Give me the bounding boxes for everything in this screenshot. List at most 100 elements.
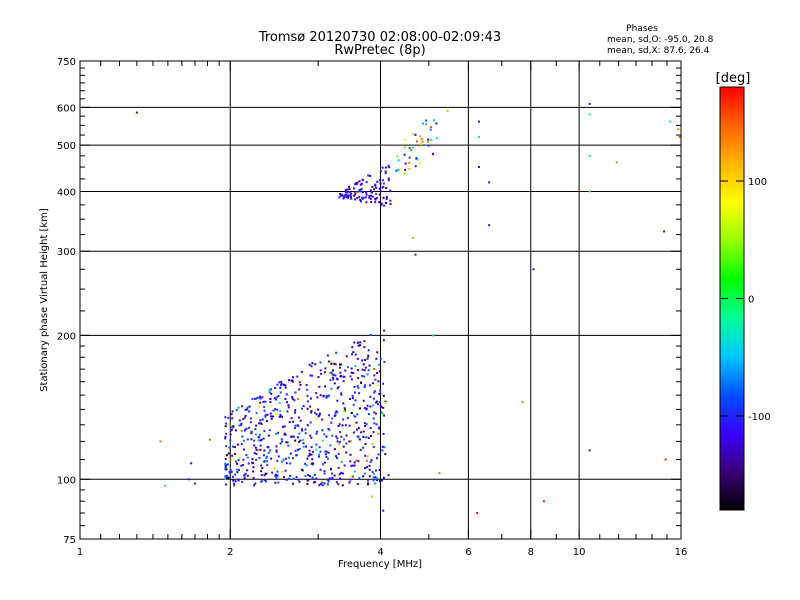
cluster-0-point-339 (362, 435, 365, 438)
cluster-0-point-447 (235, 409, 238, 411)
cluster-0-point-317 (318, 484, 321, 487)
cluster-0-point-377 (374, 378, 377, 381)
cluster-1-point-87 (348, 188, 351, 190)
cluster-0-point-213 (230, 470, 233, 473)
cluster-0-point-612 (335, 481, 338, 484)
cluster-0-point-314 (291, 379, 294, 382)
cluster-1-point-66 (358, 195, 361, 198)
cluster-0-point-671 (364, 467, 367, 470)
cluster-0-point-474 (327, 360, 330, 363)
cluster-2-point-33 (420, 138, 423, 140)
cluster-0-point-551 (266, 445, 269, 448)
cluster-0-point-321 (304, 428, 307, 431)
cluster-1-point-41 (345, 195, 348, 198)
cluster-1-point-108 (384, 166, 387, 169)
data-point-9 (382, 509, 385, 512)
cluster-0-point-428 (234, 429, 237, 432)
cluster-0-point-252 (377, 380, 380, 383)
cluster-0-point-224 (323, 433, 326, 436)
cluster-0-point-337 (310, 436, 313, 439)
y-tick-label-600: 600 (57, 103, 76, 114)
cluster-0-point-564 (228, 446, 231, 449)
cluster-0-point-540 (290, 417, 293, 420)
cluster-0-point-414 (272, 415, 275, 418)
cluster-0-point-134 (338, 442, 341, 445)
cluster-0-point-264 (382, 406, 385, 409)
cluster-1-point-93 (356, 181, 359, 184)
cluster-0-point-330 (343, 438, 345, 441)
cluster-0-point-170 (263, 479, 266, 481)
cluster-0-point-509 (249, 417, 252, 420)
cluster-0-point-614 (312, 462, 315, 465)
cluster-1-point-70 (339, 193, 342, 195)
cluster-0-point-585 (339, 375, 342, 378)
data-point-3 (187, 478, 190, 481)
cluster-0-point-390 (330, 421, 333, 424)
cluster-0-point-19 (274, 474, 277, 477)
cluster-0-point-232 (323, 472, 326, 475)
cluster-0-point-698 (238, 469, 240, 471)
cluster-1-point-84 (382, 182, 385, 185)
cluster-0-point-480 (362, 363, 365, 366)
cluster-0-point-304 (305, 464, 308, 467)
cluster-0-point-524 (324, 371, 327, 374)
cluster-0-point-310 (325, 396, 328, 399)
cluster-1-point-1 (381, 179, 384, 182)
cluster-0-point-431 (382, 339, 385, 342)
cluster-1-point-4 (354, 183, 357, 186)
cluster-1-point-55 (389, 189, 392, 192)
cluster-1-point-69 (346, 194, 349, 197)
cluster-0-point-69 (245, 427, 248, 430)
cluster-1-point-49 (354, 191, 357, 194)
cluster-0-point-233 (342, 380, 345, 383)
cluster-0-point-419 (332, 376, 335, 379)
cluster-0-point-155 (350, 378, 353, 381)
cluster-0-point-627 (225, 454, 228, 457)
cluster-0-point-130 (270, 392, 273, 395)
cluster-2-point-13 (430, 126, 433, 129)
cluster-0-point-355 (255, 397, 257, 400)
data-point-8 (387, 474, 390, 477)
cluster-0-point-592 (379, 404, 382, 407)
cluster-0-point-433 (292, 477, 295, 480)
cluster-0-point-570 (326, 395, 329, 398)
cluster-0-point-565 (351, 397, 354, 400)
cluster-0-point-35 (224, 477, 227, 480)
cluster-0-point-296 (301, 428, 303, 431)
cluster-0-point-707 (284, 457, 287, 460)
cluster-0-point-121 (340, 363, 343, 366)
cluster-0-point-494 (286, 401, 288, 404)
cluster-0-point-99 (328, 429, 331, 432)
cluster-1-point-72 (352, 187, 355, 190)
data-point-32 (664, 458, 667, 461)
cluster-0-point-115 (263, 474, 266, 477)
cluster-0-point-491 (275, 473, 277, 476)
cluster-0-point-398 (232, 445, 234, 448)
cluster-0-point-125 (276, 474, 279, 477)
cluster-2-point-10 (419, 135, 421, 138)
cluster-0-point-534 (329, 379, 332, 382)
cluster-0-point-328 (376, 400, 378, 403)
cluster-0-point-325 (331, 476, 334, 479)
cluster-0-point-365 (224, 437, 227, 440)
cluster-0-point-678 (359, 344, 361, 347)
cluster-0-point-591 (335, 351, 338, 354)
cluster-0-point-550 (242, 458, 245, 461)
cluster-0-point-399 (314, 480, 317, 483)
cluster-0-point-702 (308, 452, 311, 455)
data-point-6 (208, 438, 211, 441)
cluster-0-point-395 (302, 404, 305, 407)
cluster-0-point-201 (329, 371, 332, 374)
cluster-0-point-277 (254, 428, 257, 431)
cluster-0-point-624 (259, 448, 262, 451)
cluster-0-point-131 (315, 418, 318, 421)
x-tick-label-6: 6 (465, 547, 471, 558)
cluster-0-point-168 (365, 436, 368, 439)
cluster-0-point-351 (252, 470, 255, 473)
cluster-1-point-80 (378, 193, 381, 196)
cluster-0-point-442 (279, 410, 282, 413)
cluster-0-point-303 (351, 346, 354, 349)
cluster-0-point-618 (373, 411, 376, 414)
cluster-0-point-556 (365, 407, 368, 410)
cluster-0-point-169 (353, 461, 356, 464)
